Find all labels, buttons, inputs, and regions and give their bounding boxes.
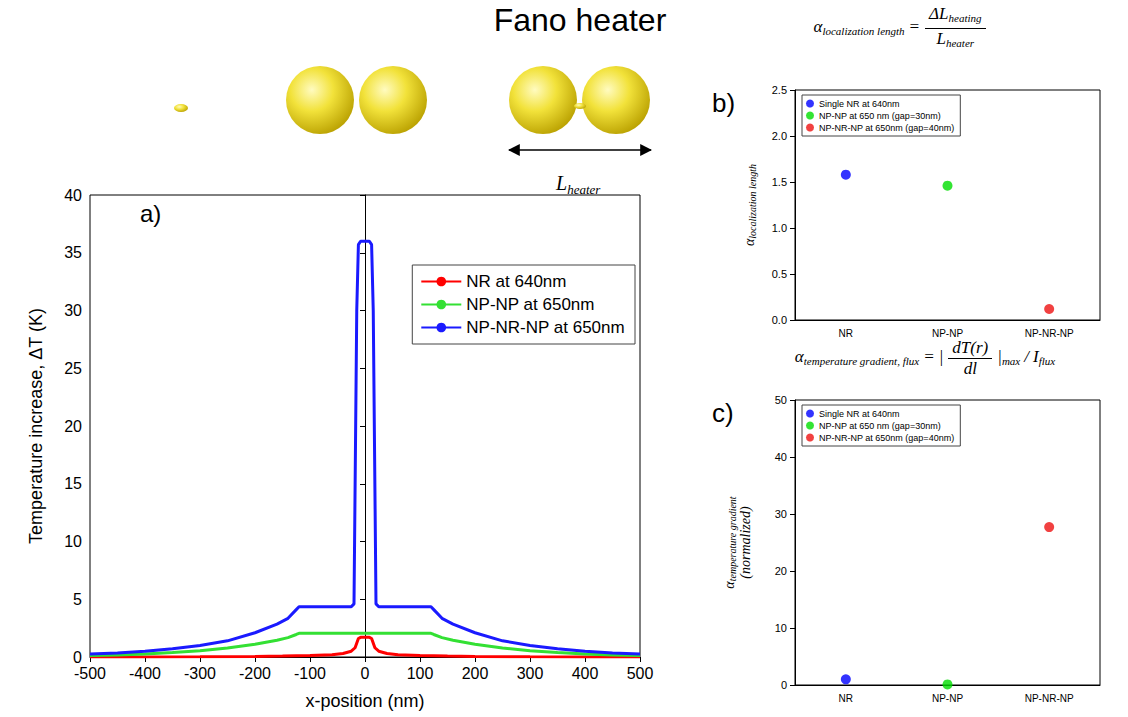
svg-text:NP-NR-NP: NP-NR-NP — [1025, 693, 1074, 704]
svg-text:1.5: 1.5 — [772, 176, 787, 188]
svg-text:NR: NR — [839, 328, 853, 339]
svg-text:30: 30 — [775, 508, 787, 520]
svg-text:-400: -400 — [129, 665, 161, 682]
svg-text:2.5: 2.5 — [772, 84, 787, 96]
svg-text:NR at 640nm: NR at 640nm — [466, 272, 566, 291]
svg-text:NP-NP at 650nm: NP-NP at 650nm — [466, 295, 594, 314]
svg-text:1.0: 1.0 — [772, 222, 787, 234]
svg-text:25: 25 — [64, 360, 82, 377]
svg-text:15: 15 — [64, 475, 82, 492]
svg-text:NP-NP at 650 nm (gap=30nm): NP-NP at 650 nm (gap=30nm) — [819, 421, 941, 431]
svg-text:NR: NR — [839, 693, 853, 704]
html-text:c): c) — [712, 398, 734, 428]
svg-text:Lheater: Lheater — [555, 172, 601, 197]
svg-text:20: 20 — [64, 418, 82, 435]
svg-text:α: α — [741, 238, 757, 246]
svg-text:10: 10 — [64, 533, 82, 550]
svg-text:2.0: 2.0 — [772, 130, 787, 142]
html-text:αlocalization length =: αlocalization length = — [813, 17, 921, 38]
svg-text:α: α — [721, 581, 737, 589]
svg-text:40: 40 — [775, 451, 787, 463]
html-text:b): b) — [712, 88, 736, 118]
svg-text:-200: -200 — [239, 665, 271, 682]
svg-text:100: 100 — [407, 665, 434, 682]
svg-text:300: 300 — [517, 665, 544, 682]
html-text:ΔLheating: ΔLheating — [929, 4, 982, 24]
svg-text:Temperature increase, ΔT (K): Temperature increase, ΔT (K) — [26, 308, 46, 544]
svg-text:30: 30 — [64, 302, 82, 319]
svg-text:0.0: 0.0 — [772, 314, 787, 326]
svg-text:5: 5 — [73, 591, 82, 608]
html-text:|max / Iflux: |max / Iflux — [997, 347, 1056, 368]
svg-text:10: 10 — [775, 622, 787, 634]
svg-text:x-position (nm): x-position (nm) — [305, 691, 424, 711]
svg-text:-300: -300 — [184, 665, 216, 682]
svg-text:0: 0 — [73, 649, 82, 666]
svg-text:NP-NP: NP-NP — [932, 328, 963, 339]
svg-text:NP-NP: NP-NP — [932, 693, 963, 704]
html-text:a): a) — [140, 200, 162, 227]
html-text:Fano heater: Fano heater — [493, 2, 667, 38]
svg-text:0.5: 0.5 — [772, 268, 787, 280]
svg-text:NP-NR-NP at 650nm: NP-NR-NP at 650nm — [466, 318, 624, 337]
html-text:dl: dl — [963, 359, 977, 378]
svg-text:-500: -500 — [74, 665, 106, 682]
svg-text:0: 0 — [781, 679, 787, 691]
html-text:dT(r): dT(r) — [952, 338, 989, 357]
svg-text:temperature gradient: temperature gradient — [727, 496, 738, 581]
svg-text:40: 40 — [64, 187, 82, 204]
svg-text:0: 0 — [361, 665, 370, 682]
svg-text:200: 200 — [462, 665, 489, 682]
svg-text:NP-NR-NP: NP-NR-NP — [1025, 328, 1074, 339]
svg-text:50: 50 — [775, 394, 787, 406]
svg-text:NP-NP at 650 nm (gap=30nm): NP-NP at 650 nm (gap=30nm) — [819, 111, 941, 121]
svg-text:-100: -100 — [294, 665, 326, 682]
svg-text:Single NR at 640nm: Single NR at 640nm — [819, 99, 900, 109]
svg-text:NP-NR-NP at 650nm (gap=40nm): NP-NR-NP at 650nm (gap=40nm) — [819, 123, 954, 133]
html-text:Lheater: Lheater — [936, 29, 975, 49]
svg-text:20: 20 — [775, 565, 787, 577]
svg-text:35: 35 — [64, 244, 82, 261]
html-text:αtemperature gradient, flux =: αtemperature gradient, flux = | — [794, 347, 944, 368]
svg-text:NP-NR-NP at 650nm (gap=40nm): NP-NR-NP at 650nm (gap=40nm) — [819, 433, 954, 443]
svg-text:localization length: localization length — [747, 164, 758, 239]
svg-text:400: 400 — [572, 665, 599, 682]
svg-text:500: 500 — [627, 665, 654, 682]
svg-text:Single NR at 640nm: Single NR at 640nm — [819, 409, 900, 419]
svg-text:(normalized): (normalized) — [738, 506, 754, 579]
